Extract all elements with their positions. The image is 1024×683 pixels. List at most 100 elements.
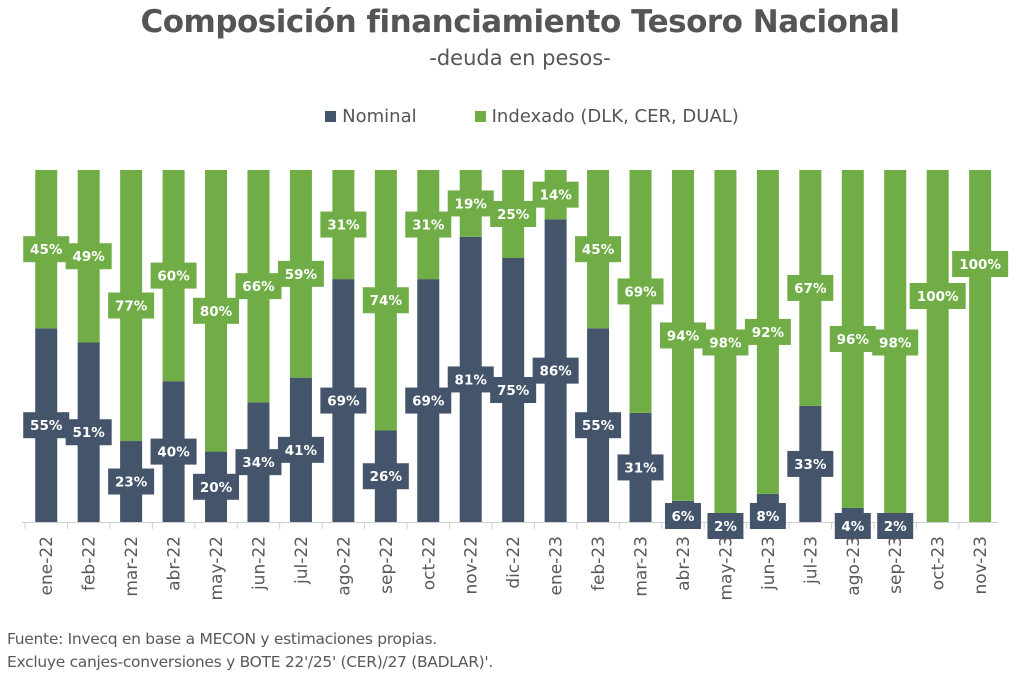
data-label-nominal-abr-23: 6% <box>672 509 695 525</box>
data-label-nominal-jun-22: 34% <box>242 455 275 471</box>
data-label-indexado-nov-22-box <box>447 190 494 217</box>
data-label-indexado-jun-22: 66% <box>242 279 275 295</box>
data-label-nominal-abr-22: 40% <box>157 445 190 461</box>
chart-legend: Nominal Indexado (DLK, CER, DUAL) <box>0 106 1024 127</box>
data-label-nominal-jun-22-box <box>235 449 282 476</box>
x-tick-label: oct-23 <box>929 536 949 590</box>
data-label-nominal-may-22: 20% <box>200 480 233 496</box>
x-tick-label: ene-22 <box>37 536 57 595</box>
data-label-nominal-abr-23-box <box>664 503 701 529</box>
data-label-indexado-feb-22: 49% <box>73 249 106 265</box>
data-label-indexado-ago-22-box <box>320 211 367 238</box>
chart-subtitle: -deuda en pesos- <box>429 46 611 70</box>
data-label-indexado-jun-22-box <box>235 273 282 300</box>
data-label-indexado-oct-23: 100% <box>917 289 959 305</box>
data-label-indexado-sep-23-box <box>872 329 919 356</box>
data-label-indexado-may-23-box <box>702 329 749 356</box>
bar-indexado-nov-23 <box>969 170 992 522</box>
data-label-nominal-ago-22: 69% <box>327 394 360 410</box>
data-label-nominal-nov-22: 81% <box>455 372 488 388</box>
data-label-indexado-jul-23-box <box>787 274 834 301</box>
data-label-nominal-abr-22-box <box>150 438 197 465</box>
data-label-indexado-abr-23-box <box>659 322 706 349</box>
data-label-nominal-feb-23-box <box>575 412 622 439</box>
data-label-indexado-feb-23: 45% <box>582 242 615 258</box>
x-tick-label: nov-23 <box>971 536 991 595</box>
data-label-indexado-sep-22-box <box>362 287 409 314</box>
x-tick-label: ago-22 <box>334 536 354 596</box>
data-label-nominal-feb-22: 51% <box>73 425 106 441</box>
data-label-indexado-oct-23-box <box>909 283 966 309</box>
data-label-indexado-ene-22-box <box>23 236 70 263</box>
x-tick-label: ago-23 <box>844 536 864 596</box>
data-label-nominal-dic-22: 75% <box>497 383 530 399</box>
legend-label-indexado: Indexado (DLK, CER, DUAL) <box>491 106 739 127</box>
data-label-indexado-may-22: 80% <box>200 304 233 320</box>
legend-label-nominal: Nominal <box>342 106 417 127</box>
x-tick-label: dic-22 <box>504 536 524 589</box>
x-tick-label: mar-23 <box>632 536 652 597</box>
data-label-indexado-may-22-box <box>193 297 240 324</box>
data-label-nominal-ene-22-box <box>23 412 70 439</box>
data-label-nominal-ene-23: 86% <box>539 364 572 380</box>
data-label-nominal-mar-22-box <box>108 468 155 495</box>
data-label-indexado-sep-22: 74% <box>370 293 403 309</box>
data-label-indexado-feb-23-box <box>575 236 622 263</box>
data-label-nominal-ago-23-box <box>834 513 871 539</box>
data-label-indexado-sep-23: 98% <box>879 335 912 351</box>
data-label-indexado-mar-22-box <box>108 292 155 319</box>
x-tick-label: sep-22 <box>377 536 397 594</box>
data-label-indexado-mar-22: 77% <box>115 299 148 315</box>
x-tick-label: sep-23 <box>886 536 906 594</box>
data-label-indexado-nov-23: 100% <box>959 257 1001 273</box>
legend-item-nominal: Nominal <box>325 106 417 127</box>
data-label-indexado-abr-22-box <box>150 262 197 289</box>
x-tick-label: ene-23 <box>547 536 567 595</box>
x-tick-label: jul-23 <box>801 536 821 585</box>
data-label-indexado-nov-22: 19% <box>455 196 488 212</box>
data-label-nominal-ene-23-box <box>532 357 579 384</box>
data-label-indexado-may-23: 98% <box>709 335 742 351</box>
data-label-indexado-nov-23-box <box>952 251 1009 277</box>
data-label-nominal-mar-23: 31% <box>624 460 657 476</box>
data-label-indexado-ago-22: 31% <box>327 218 360 234</box>
data-label-nominal-mar-22: 23% <box>115 475 148 491</box>
x-tick-label: abr-23 <box>674 536 694 591</box>
data-label-indexado-ago-23: 96% <box>837 332 870 348</box>
data-label-indexado-ene-23: 14% <box>539 188 572 204</box>
data-label-indexado-jul-22: 59% <box>285 267 318 283</box>
data-label-nominal-feb-23: 55% <box>582 418 615 434</box>
x-tick-label: may-22 <box>207 536 227 601</box>
data-label-nominal-mar-23-box <box>617 454 664 481</box>
bar-indexado-oct-23 <box>926 170 949 522</box>
data-label-nominal-jun-23-box <box>749 503 786 529</box>
data-label-nominal-may-23: 2% <box>714 519 737 535</box>
data-label-nominal-may-23-box <box>707 513 744 539</box>
data-label-nominal-oct-22: 69% <box>412 394 445 410</box>
data-label-indexado-abr-22: 60% <box>157 269 190 285</box>
data-label-indexado-mar-23-box <box>617 278 664 305</box>
legend-swatch-nominal <box>325 111 337 122</box>
x-tick-label: jun-23 <box>759 536 779 591</box>
data-label-indexado-jun-23: 92% <box>752 325 785 341</box>
data-label-nominal-jul-23: 33% <box>794 457 827 473</box>
data-label-indexado-feb-22-box <box>65 243 112 270</box>
x-tick-label: oct-22 <box>419 536 439 590</box>
data-label-nominal-sep-22: 26% <box>370 469 403 485</box>
data-label-nominal-jul-23-box <box>787 450 834 477</box>
data-label-nominal-sep-22-box <box>362 463 409 490</box>
data-label-nominal-oct-22-box <box>405 387 452 414</box>
chart-title: Composición financiamiento Tesoro Nacion… <box>140 4 900 40</box>
data-label-indexado-jul-22-box <box>277 260 324 287</box>
data-label-indexado-dic-22-box <box>490 201 537 227</box>
data-label-nominal-sep-23-box <box>877 513 914 539</box>
data-label-indexado-ene-23-box <box>532 181 579 208</box>
data-label-nominal-jun-23: 8% <box>756 509 779 525</box>
data-label-nominal-may-22-box <box>193 473 240 500</box>
footnote-exclusions: Excluye canjes-conversiones y BOTE 22'/2… <box>7 653 494 671</box>
data-label-nominal-ene-22: 55% <box>30 418 63 434</box>
legend-swatch-indexado <box>474 111 486 122</box>
data-label-nominal-ago-23: 4% <box>841 519 864 535</box>
data-label-nominal-nov-22-box <box>447 366 494 393</box>
data-label-nominal-ago-22-box <box>320 387 367 414</box>
